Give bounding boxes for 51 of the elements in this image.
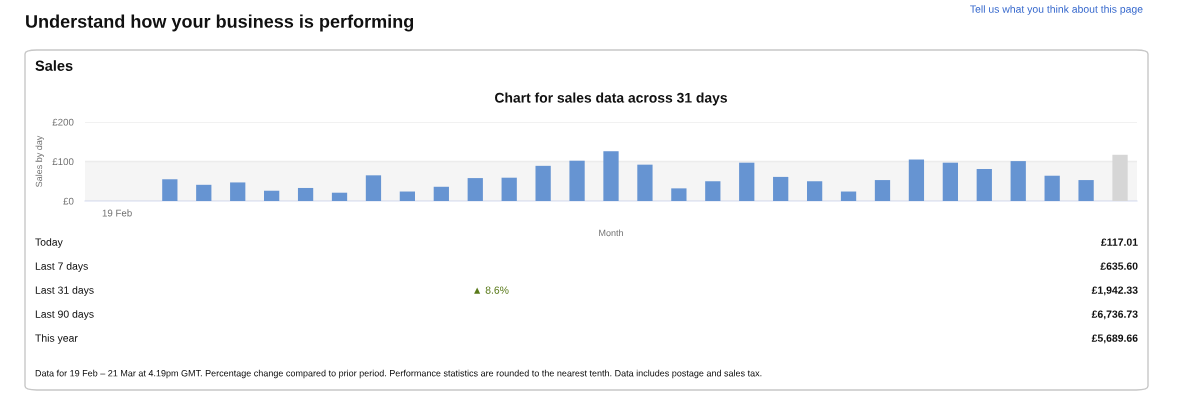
bar [976,169,992,201]
bar [874,180,891,201]
bar [162,179,178,201]
y-axis-title: Sales by day [35,135,44,187]
text: Understand how your business is performing [26,14,414,32]
bar [739,162,755,201]
bar [535,165,551,201]
chart-title: Chart for sales data across 31 days [495,92,728,106]
bar [806,181,823,201]
text: Tell us what you think about this page [970,5,1143,15]
x-axis-title: Month [599,229,623,237]
bar [705,181,721,201]
y-tick-label: £0 [63,197,74,205]
bar [569,160,585,201]
bar [264,190,280,201]
bar [1010,161,1026,201]
bar [433,186,449,201]
text: ▲ 8.6% [474,286,509,294]
y-tick-label: £100 [52,158,74,166]
text: Last 31 days [35,286,94,296]
y-tick-label: £200 [52,118,74,126]
text: Data for 19 Feb – 21 Mar at 4.19pm GMT. Percentage change compared to prior period. Performance statistics are rounded to the nearest tenth. Data includes postage and sales tax. [35,369,762,379]
text: This year [35,334,78,344]
bar [773,176,789,201]
bar [1112,154,1128,201]
bar [671,188,687,201]
bar [230,182,246,201]
bar [603,151,619,201]
text: Sales [35,60,73,71]
text: £1,942.33 [1091,286,1138,296]
text: Last 7 days [35,262,88,272]
bar [365,175,382,201]
text: £6,736.73 [1091,310,1138,320]
bar [840,191,857,201]
bar [331,192,348,201]
text: Today [35,238,63,248]
bar [467,178,483,201]
bar [908,159,925,201]
x-tick-label: 19 Feb [102,209,132,217]
bar [501,177,517,201]
bar [637,164,653,201]
text: £5,689.66 [1091,334,1138,344]
bar [1044,175,1060,201]
text: Last 90 days [35,310,94,320]
text: £117.01 [1101,238,1138,246]
bar [399,191,416,201]
bar [196,184,212,201]
bar [1078,180,1094,201]
text: £635.60 [1100,262,1138,270]
bar [942,162,958,201]
bar [297,187,314,201]
